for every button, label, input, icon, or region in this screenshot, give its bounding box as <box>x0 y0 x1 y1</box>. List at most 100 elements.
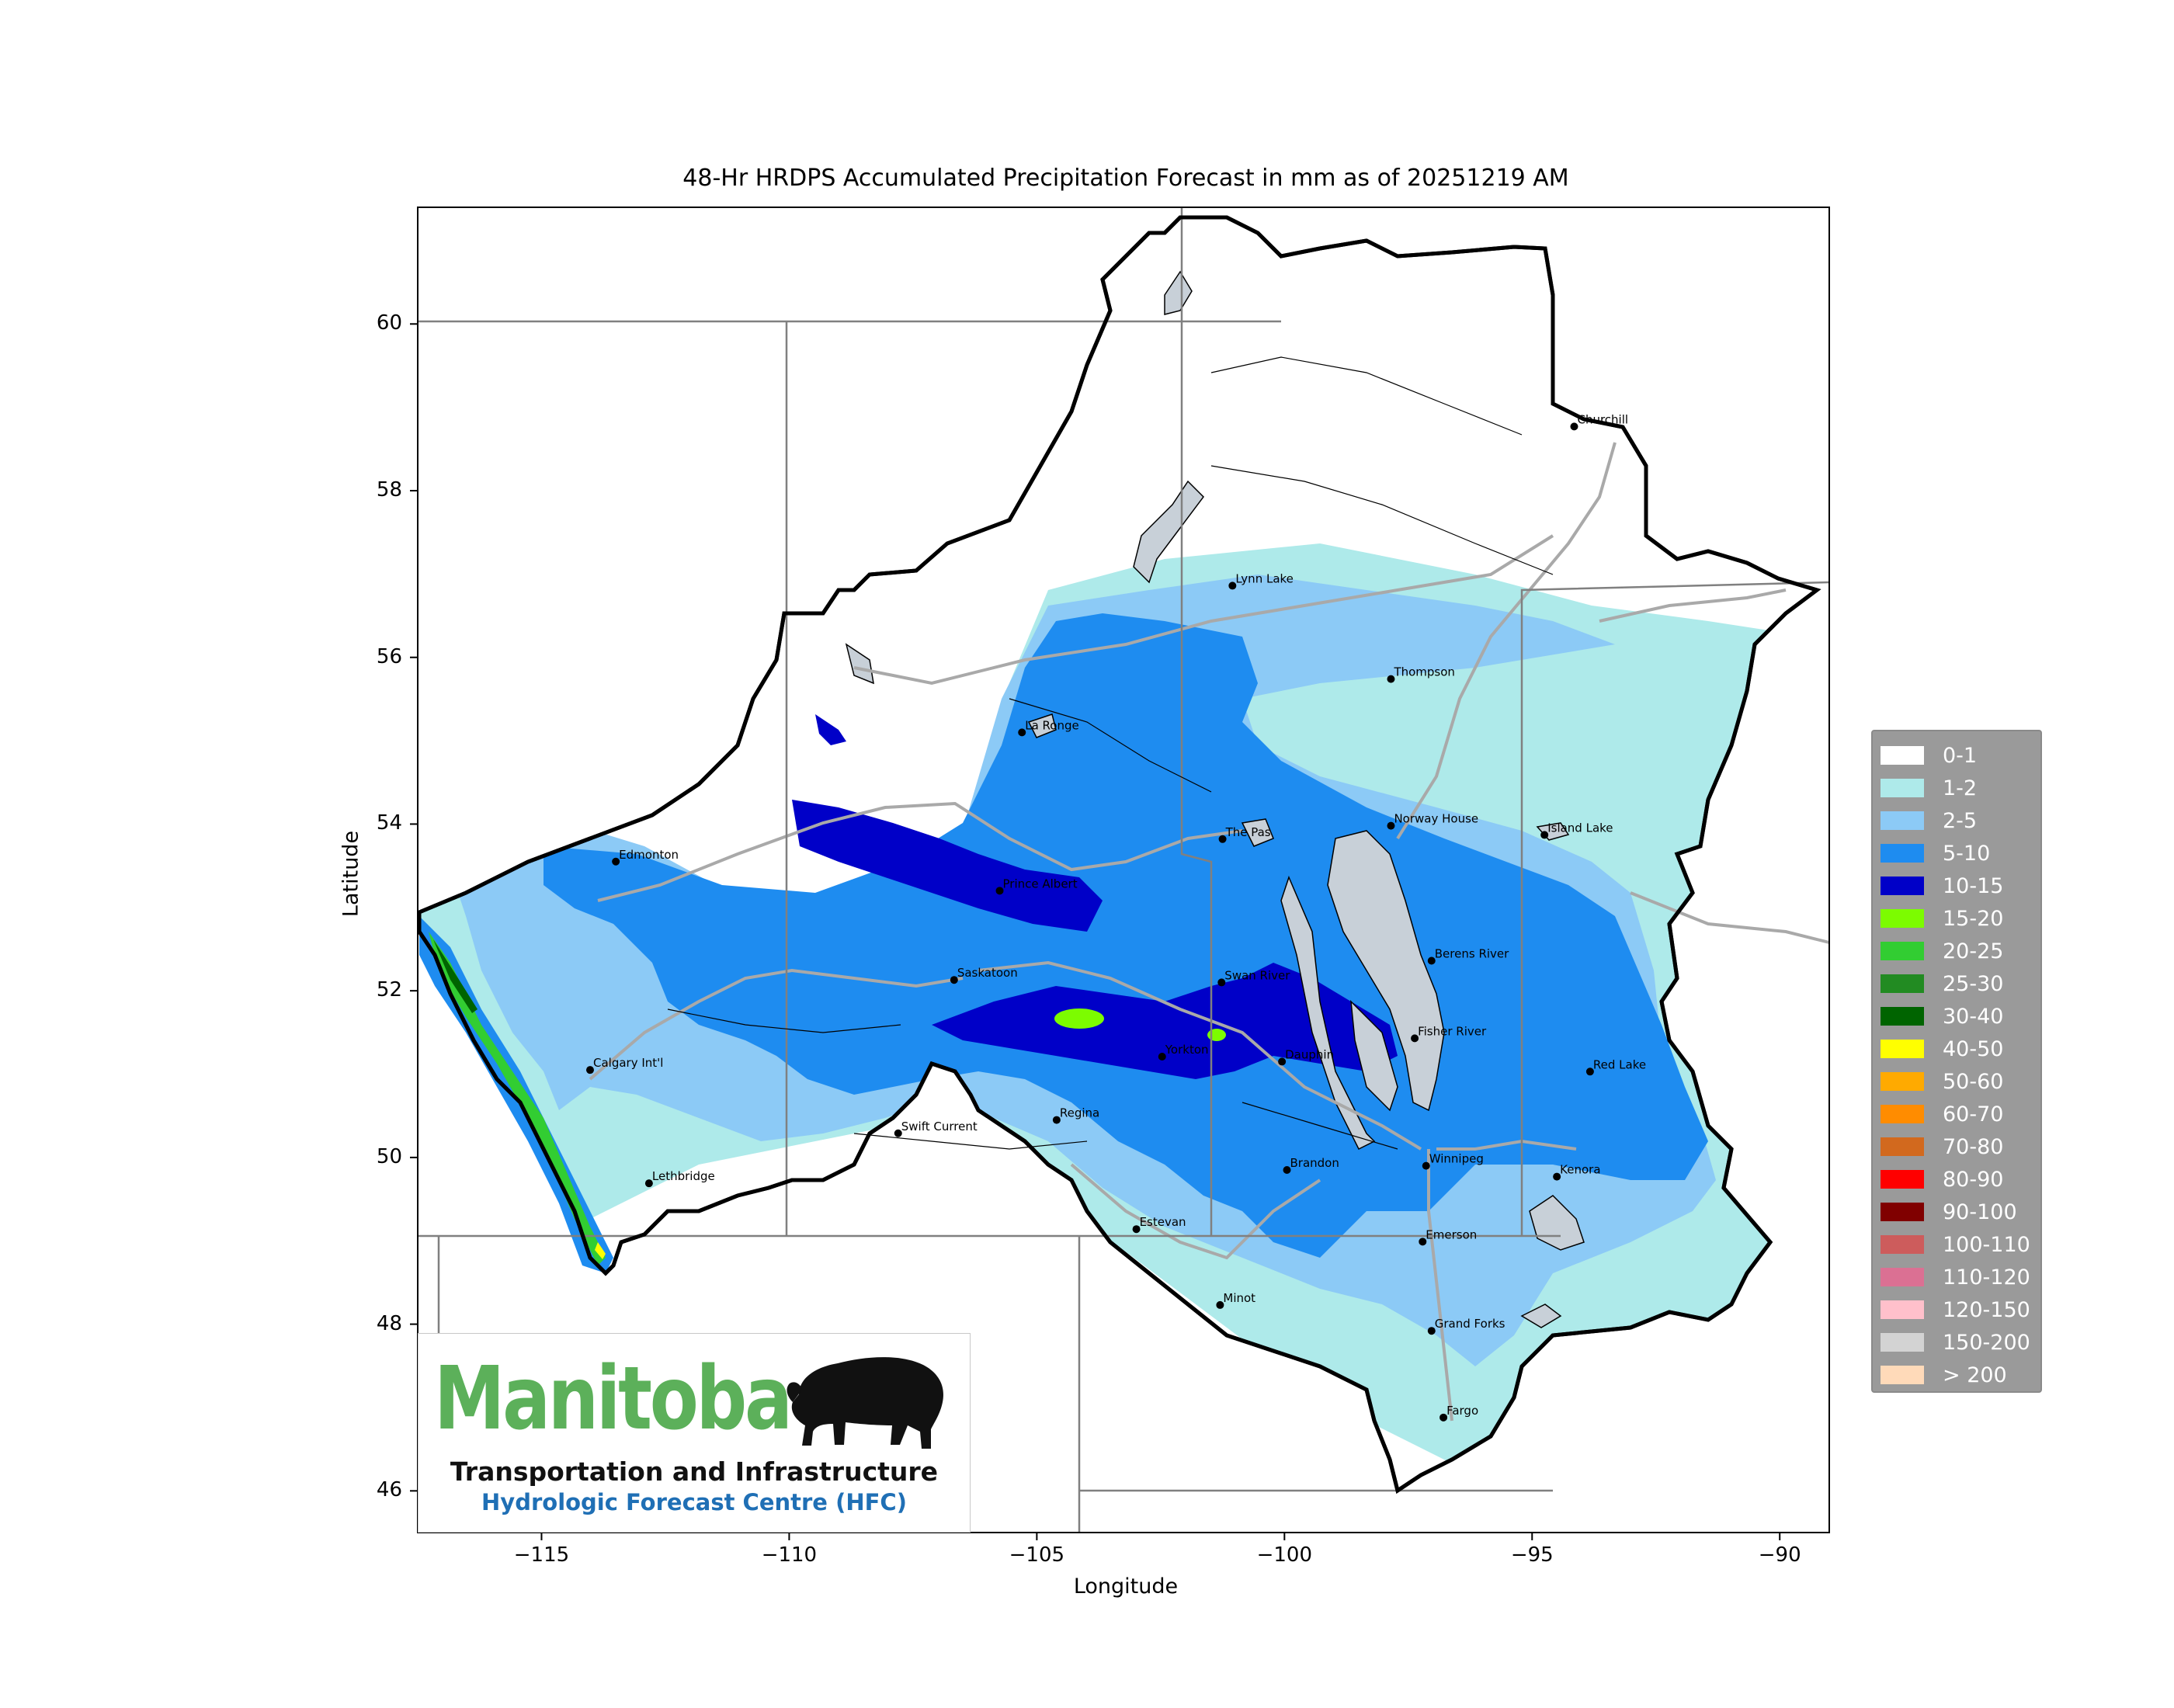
city-label: La Ronge <box>1025 718 1079 732</box>
city-label: Dauphin <box>1285 1047 1334 1061</box>
legend-item: 150-200 <box>1881 1326 2036 1359</box>
city-marker <box>1278 1057 1287 1066</box>
city-label: Prince Albert <box>1003 877 1078 890</box>
legend-item: 110-120 <box>1881 1261 2036 1293</box>
river-churchill <box>853 534 1554 686</box>
legend-label: 15-20 <box>1943 906 2004 931</box>
river-nelson <box>1396 442 1617 840</box>
city-marker <box>1018 728 1026 737</box>
city-layer: Churchill Lynn Lake Thompson La Ronge The Pa… <box>585 412 1646 1422</box>
legend-swatch <box>1881 877 1924 895</box>
legend-swatch <box>1881 974 1924 993</box>
y-tick-label: 50 <box>376 1144 402 1168</box>
band-10-15-north <box>792 800 1103 932</box>
city-marker <box>1216 1300 1224 1309</box>
city-label: Lethbridge <box>652 1169 715 1183</box>
legend-label: 70-80 <box>1943 1134 2004 1159</box>
tick-marks <box>410 323 1781 1540</box>
city-marker <box>1228 581 1237 590</box>
city-label: Red Lake <box>1593 1057 1646 1071</box>
river-souris <box>1070 1163 1321 1260</box>
legend-item: 10-15 <box>1881 870 2036 902</box>
city-label: Edmonton <box>619 848 679 862</box>
city-marker <box>1411 1034 1419 1043</box>
legend-label: 20-25 <box>1943 939 2004 963</box>
legend-swatch <box>1881 779 1924 797</box>
legend-swatch <box>1881 1300 1924 1319</box>
bison-icon <box>787 1357 943 1449</box>
legend-item: 60-70 <box>1881 1098 2036 1130</box>
city-marker <box>1439 1413 1448 1422</box>
y-tick-label: 56 <box>376 644 402 668</box>
river-winnipeg <box>1436 1139 1577 1151</box>
city-label: Swift Current <box>901 1120 978 1133</box>
legend-label: 0-1 <box>1943 743 1978 768</box>
city-marker <box>1158 1052 1166 1061</box>
legend-item: 70-80 <box>1881 1130 2036 1163</box>
border-mb-on <box>1520 581 1829 1236</box>
legend-label: 120-150 <box>1943 1297 2030 1322</box>
legend-swatch <box>1881 1105 1924 1123</box>
lake-cedar <box>1241 818 1274 847</box>
logo-line-2: Hydrologic Forecast Centre (HFC) <box>481 1489 907 1515</box>
band-10-15-south <box>932 963 1398 1079</box>
band-15-20-spot-a <box>1054 1008 1104 1029</box>
legend-swatch <box>1881 1366 1924 1384</box>
legend-item: 50-60 <box>1881 1065 2036 1098</box>
lake-lower-red <box>1520 1304 1562 1328</box>
manitoba-logo: Manitoba Transportation and Infrastructu… <box>418 1333 971 1533</box>
legend-swatch <box>1881 844 1924 863</box>
city-label: Saskatoon <box>957 966 1018 980</box>
axes-frame <box>417 207 1830 1533</box>
city-marker <box>1540 831 1549 839</box>
basin-outline-visible <box>418 215 1822 1494</box>
lake-athabasca-like <box>1133 480 1204 584</box>
x-tick-label: −95 <box>1510 1543 1554 1567</box>
city-label: Estevan <box>1140 1215 1186 1229</box>
mountain-strip-yellow <box>595 1242 606 1259</box>
legend-swatch <box>1881 1268 1924 1286</box>
y-tick-label: 54 <box>376 811 402 835</box>
city-label: Emerson <box>1426 1227 1477 1241</box>
legend-label: 5-10 <box>1943 841 1991 866</box>
legend-label: 100-110 <box>1943 1232 2030 1257</box>
city-label: Thompson <box>1393 665 1454 679</box>
legend-swatch <box>1881 1235 1924 1254</box>
city-marker <box>1387 821 1395 830</box>
city-label: Yorkton <box>1165 1043 1209 1057</box>
city-label: Lynn Lake <box>1235 571 1294 585</box>
legend-item: 80-90 <box>1881 1163 2036 1196</box>
city-marker <box>950 976 958 984</box>
y-tick-label: 46 <box>376 1478 402 1502</box>
legend-item: 0-1 <box>1881 739 2036 772</box>
legend-item: 20-25 <box>1881 935 2036 967</box>
legend-item: 120-150 <box>1881 1293 2036 1326</box>
x-axis-label: Longitude <box>1073 1574 1179 1599</box>
lake-winnipegosis <box>1280 875 1376 1151</box>
city-label: The Pas <box>1225 825 1271 839</box>
city-label: Calgary Int'l <box>593 1056 663 1070</box>
city-label: Fisher River <box>1418 1024 1487 1038</box>
legend-item: > 200 <box>1881 1359 2036 1391</box>
city-label: Churchill <box>1577 412 1628 426</box>
legend-item: 25-30 <box>1881 967 2036 1000</box>
legend-swatch <box>1881 942 1924 960</box>
y-tick-label: 48 <box>376 1311 402 1335</box>
city-marker <box>1585 1068 1594 1076</box>
legend-swatch <box>1881 1007 1924 1026</box>
legend-swatch <box>1881 1137 1924 1156</box>
x-tick-label: −110 <box>761 1543 818 1567</box>
city-label: Kenora <box>1560 1163 1600 1177</box>
border-sk-mb <box>1180 207 1213 1236</box>
city-marker <box>1422 1161 1430 1170</box>
river-hayes <box>1599 588 1787 623</box>
mountain-strip-darkgreen <box>433 939 478 1013</box>
river-south-saskatchewan <box>589 968 964 1081</box>
legend-swatch <box>1881 811 1924 830</box>
city-marker <box>1132 1225 1141 1234</box>
city-label: Brandon <box>1290 1156 1339 1170</box>
city-label: Norway House <box>1394 812 1478 826</box>
city-marker <box>585 1066 594 1074</box>
lake-la-ronge <box>1027 713 1057 738</box>
